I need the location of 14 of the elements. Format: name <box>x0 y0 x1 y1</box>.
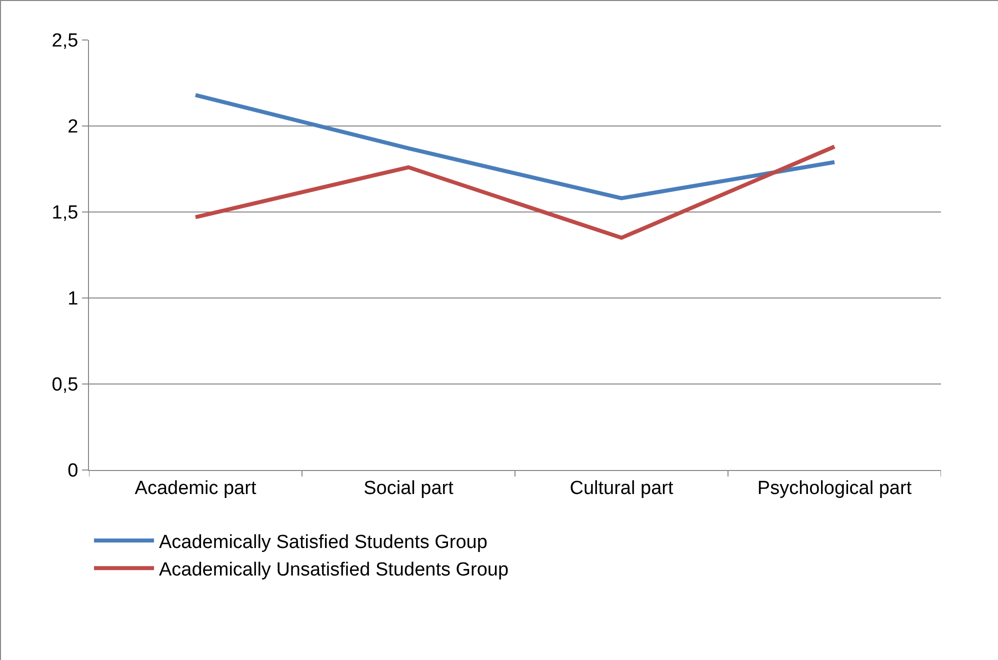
x-tick-label: Social part <box>364 478 454 499</box>
y-tick-label: 0,5 <box>52 374 78 396</box>
y-tick-label: 2 <box>68 116 78 138</box>
legend-label: Academically Unsatisfied Students Group <box>159 560 509 581</box>
y-tick-label: 2,5 <box>52 30 78 52</box>
x-tick-label: Academic part <box>134 478 257 499</box>
y-tick-label: 0 <box>68 460 78 482</box>
x-tick-label: Cultural part <box>570 478 674 499</box>
line-series <box>194 93 836 200</box>
y-tick-label: 1 <box>68 288 78 310</box>
line-series <box>194 144 836 240</box>
x-tick-label: Psychological part <box>757 478 912 499</box>
y-tick-label: 1,5 <box>52 202 78 224</box>
legend-label: Academically Satisfied Students Group <box>159 532 488 553</box>
